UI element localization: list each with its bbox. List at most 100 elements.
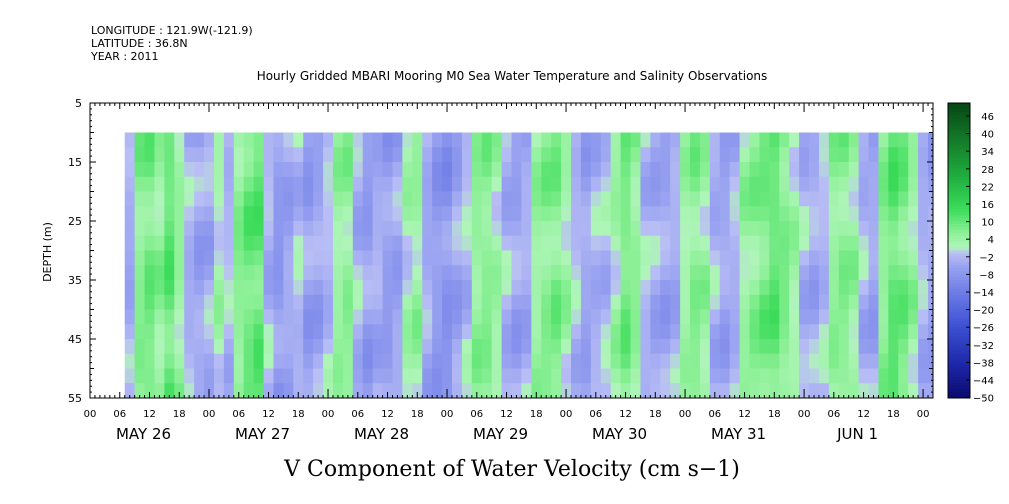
- heatmap-cell: [630, 162, 642, 178]
- heatmap-cell: [640, 235, 651, 252]
- heatmap-cell: [273, 368, 284, 384]
- heatmap-cell: [759, 250, 770, 266]
- heatmap-cell: [600, 206, 612, 222]
- heatmap-cell: [600, 250, 612, 266]
- heatmap-cell: [809, 353, 820, 370]
- heatmap-cell: [243, 221, 255, 237]
- heatmap-cell: [303, 206, 314, 222]
- heatmap-cell: [481, 265, 493, 281]
- heatmap-cell: [362, 191, 374, 207]
- x-hour-label: 12: [143, 409, 156, 420]
- heatmap-cell: [273, 383, 284, 398]
- heatmap-cell: [580, 324, 592, 340]
- heatmap-cell: [382, 339, 394, 355]
- heatmap-cell: [868, 309, 880, 325]
- heatmap-cell: [630, 235, 642, 252]
- heatmap-cell: [293, 353, 304, 370]
- heatmap-cell: [650, 132, 661, 148]
- heatmap-cell: [868, 132, 880, 148]
- heatmap-cell: [848, 162, 860, 178]
- heatmap-cell: [501, 294, 513, 311]
- heatmap-cell: [461, 280, 473, 296]
- heatmap-cell: [511, 294, 523, 311]
- heatmap-cell: [164, 250, 175, 266]
- heatmap-cell: [511, 132, 523, 148]
- heatmap-cell: [283, 206, 294, 222]
- heatmap-cell: [402, 339, 413, 355]
- heatmap-cell: [531, 383, 542, 398]
- heatmap-cell: [402, 324, 413, 340]
- colorbar-swatch: [948, 253, 970, 257]
- heatmap-cell: [481, 353, 493, 370]
- heatmap-cell: [928, 294, 933, 311]
- heatmap-cell: [818, 176, 830, 193]
- heatmap-cell: [779, 147, 790, 163]
- heatmap-cell: [233, 221, 245, 237]
- colorbar-swatch: [948, 129, 970, 133]
- heatmap-cell: [144, 324, 156, 340]
- heatmap-cell: [164, 353, 175, 370]
- heatmap-cell: [174, 191, 185, 207]
- heatmap-cell: [402, 132, 413, 148]
- heatmap-cell: [928, 280, 933, 296]
- heatmap-cell: [571, 206, 582, 222]
- heatmap-cell: [273, 162, 284, 178]
- heatmap-cell: [402, 294, 413, 311]
- heatmap-cell: [442, 162, 453, 178]
- heatmap-cell: [878, 221, 889, 237]
- heatmap-cell: [531, 294, 542, 311]
- heatmap-cell: [809, 294, 820, 311]
- heatmap-cell: [610, 353, 622, 370]
- heatmap-cell: [690, 294, 701, 311]
- x-hour-label: 06: [470, 409, 483, 420]
- y-tick-label: 25: [68, 215, 82, 228]
- heatmap-cell: [590, 250, 602, 266]
- heatmap-cell: [144, 383, 156, 398]
- heatmap-cell: [858, 176, 870, 193]
- heatmap-cell: [928, 132, 933, 148]
- heatmap-cell: [154, 309, 165, 325]
- heatmap-cell: [303, 265, 314, 281]
- heatmap-cell: [422, 191, 433, 207]
- heatmap-cell: [531, 206, 542, 222]
- heatmap-cell: [154, 324, 165, 340]
- heatmap-cell: [561, 191, 572, 207]
- heatmap-cell: [759, 221, 770, 237]
- heatmap-cell: [253, 368, 265, 384]
- heatmap-cell: [511, 250, 523, 266]
- heatmap-cell: [303, 383, 314, 398]
- heatmap-cell: [571, 221, 582, 237]
- heatmap-cell: [680, 265, 691, 281]
- colorbar-swatch: [948, 380, 970, 384]
- heatmap-cell: [461, 235, 473, 252]
- heatmap-cell: [838, 339, 850, 355]
- heatmap-cell: [461, 250, 473, 266]
- heatmap-cell: [412, 235, 423, 252]
- heatmap-cell: [719, 191, 731, 207]
- heatmap-cell: [273, 265, 284, 281]
- heatmap-cell: [828, 147, 840, 163]
- heatmap-cell: [303, 368, 314, 384]
- heatmap-cell: [541, 294, 552, 311]
- heatmap-cell: [491, 265, 503, 281]
- heatmap-cell: [699, 250, 711, 266]
- heatmap-cell: [660, 265, 671, 281]
- heatmap-cell: [868, 250, 880, 266]
- heatmap-cell: [719, 221, 731, 237]
- heatmap-cell: [442, 147, 453, 163]
- heatmap-cell: [471, 265, 483, 281]
- heatmap-cell: [789, 309, 800, 325]
- heatmap-cell: [818, 221, 830, 237]
- heatmap-cell: [729, 368, 741, 384]
- heatmap-cell: [491, 368, 503, 384]
- heatmap-cell: [362, 324, 374, 340]
- heatmap-cell: [432, 221, 443, 237]
- heatmap-cell: [174, 280, 185, 296]
- heatmap-cell: [303, 339, 314, 355]
- heatmap-cell: [660, 206, 671, 222]
- heatmap-cell: [541, 176, 552, 193]
- heatmap-cell: [838, 324, 850, 340]
- heatmap-cell: [521, 132, 532, 148]
- heatmap-cell: [650, 162, 661, 178]
